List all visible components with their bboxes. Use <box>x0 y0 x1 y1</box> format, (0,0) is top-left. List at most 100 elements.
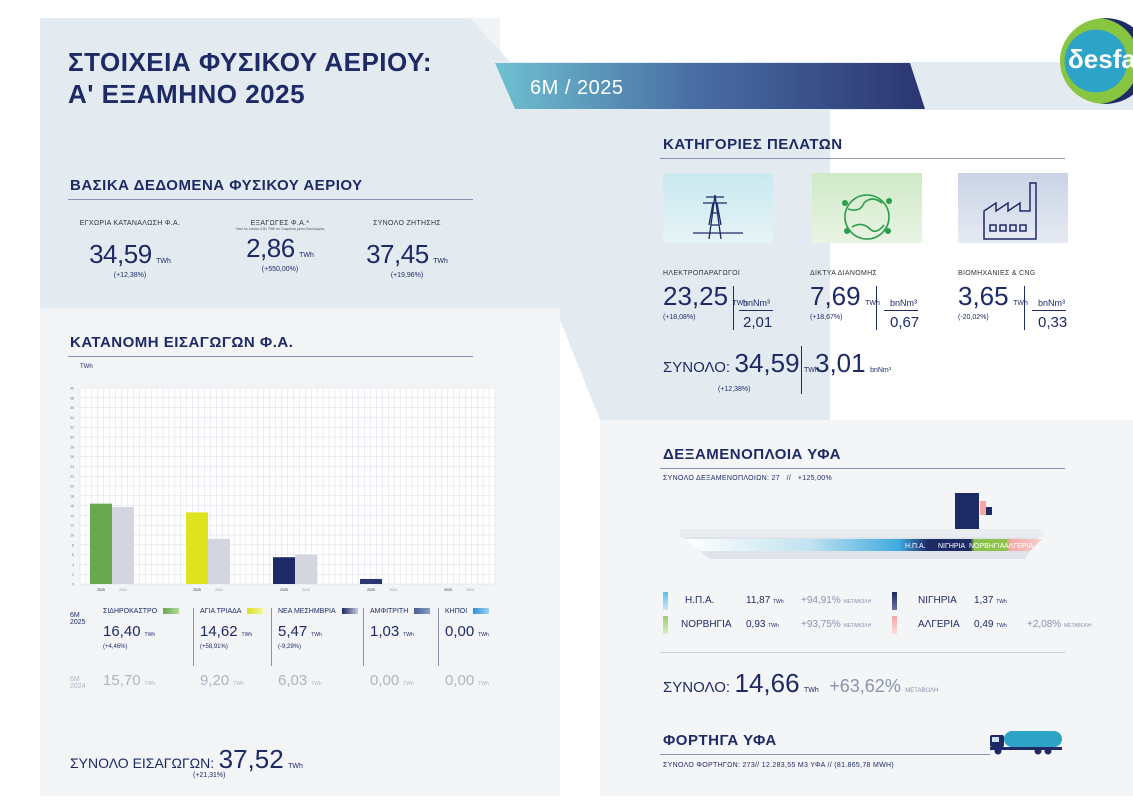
chart-y-tick-label: 38 <box>70 396 74 400</box>
customer-change: (-20,02%) <box>958 314 989 321</box>
import-value-2025: 14,62 TWh <box>200 623 253 640</box>
customer-label: ΒΙΟΜΗΧΑΝΙΕΣ & CNG <box>958 270 1036 277</box>
import-change: (+58,91%) <box>200 644 228 650</box>
lng-change: +2,08% ΜΕΤΑΒΟΛΗ <box>1027 619 1092 630</box>
customers-total-bnm: 3,01 bnNm³ <box>815 348 891 379</box>
lng-item-algeria: ΑΛΓΕΡΙΑ 0,49 TWh +2,08% ΜΕΤΑΒΟΛΗ <box>892 616 1112 636</box>
customers-total-value: 34,59 <box>734 348 800 378</box>
chart-bar-2025 <box>360 578 382 584</box>
import-point-name: ΑΜΦΙΤΡΙΤΗ <box>370 608 440 615</box>
import-change: (+4,46%) <box>103 644 128 650</box>
basic-unit: TWh <box>156 258 171 265</box>
customer-item-distribution: ΔΙΚΤΥΑ ΔΙΑΝΟΜΗΣ 7,69 TWh (+18,67%) bnNm³… <box>810 270 930 331</box>
basic-label: ΕΞΑΓΩΓΕΣ Φ.Α.* <box>250 220 310 227</box>
import-unit: TWh <box>403 681 414 687</box>
lng-color-swatch <box>663 592 668 610</box>
customer-bnm-rule <box>1032 310 1066 311</box>
imports-row-label-2025: 6M 2025 <box>70 612 86 626</box>
basic-item-exports: ΕΞΑΓΩΓΕΣ Φ.Α.* *από τις οποίες 0,81 TWh … <box>225 220 335 273</box>
lng-subtitle: ΣΥΝΟΛΟ ΔΕΞΑΜΕΝΟΠΛΟΙΩΝ: 27 // +125,00% <box>663 475 832 482</box>
customer-divider <box>876 286 877 330</box>
import-unit: TWh <box>144 681 156 687</box>
import-unit: TWh <box>311 632 322 638</box>
customer-item-industry: ΒΙΟΜΗΧΑΝΙΕΣ & CNG 3,65 TWh (-20,02%) bnN… <box>958 270 1078 331</box>
import-value-2025: 0,00 TWh <box>445 623 489 640</box>
chart-bar-2024 <box>295 554 317 584</box>
import-column-divider <box>271 608 272 666</box>
chart-bar-2025 <box>90 503 112 584</box>
basic-item-consumption: ΕΓΧΩΡΙΑ ΚΑΤΑΝΑΛΩΣΗ Φ.Α. 34,59 TWh (+12,3… <box>75 220 185 279</box>
customers-section-title: ΚΑΤΗΓΟΡΙΕΣ ΠΕΛΑΤΩΝ <box>663 136 843 153</box>
lng-value: 0,49 TWh <box>974 619 1007 630</box>
chart-x-tick-year-2025: 2025 <box>193 588 201 592</box>
lng-total-top-rule <box>660 652 1065 653</box>
customers-total-label: ΣΥΝΟΛΟ: <box>663 359 731 376</box>
chart-x-tick-year-2024: 2024 <box>215 588 223 592</box>
chart-y-tick-label: 6 <box>72 553 74 557</box>
import-point-column: ΣΙΔΗΡΟΚΑΣΤΡΟ 16,40 TWh (+4,46%) 15,70 TWh <box>103 608 183 693</box>
customer-unit: TWh <box>865 300 880 307</box>
chart-y-tick-label: 14 <box>70 514 74 518</box>
import-value-2024: 0,00 TWh <box>370 672 414 689</box>
import-column-divider <box>193 608 194 666</box>
customer-bnm-unit: bnNm³ <box>743 298 771 308</box>
import-unit: TWh <box>233 681 244 687</box>
import-unit: TWh <box>478 681 489 687</box>
import-column-divider <box>438 608 439 666</box>
import-unit: TWh <box>403 632 414 638</box>
import-point-swatch <box>414 608 431 615</box>
lng-total-value: 14,66 <box>734 668 800 698</box>
trucks-section-rule <box>660 754 990 755</box>
import-point-name: ΚΗΠΟΙ <box>445 608 505 615</box>
customer-change: (+18,67%) <box>810 314 843 321</box>
basic-value: 34,59 <box>89 239 152 269</box>
chart-x-tick-year-2024: 2024 <box>466 588 474 592</box>
page-title-line1: ΣΤΟΙΧΕΙΑ ΦΥΣΙΚΟΥ ΑΕΡΙΟΥ: <box>68 47 433 77</box>
page-title: ΣΤΟΙΧΕΙΑ ΦΥΣΙΚΟΥ ΑΕΡΙΟΥ: Α' ΕΞΑΜΗΝΟ 2025 <box>68 46 432 110</box>
chart-y-tick-label: 40 <box>70 387 74 391</box>
lng-value-number: 11,87 <box>746 595 771 606</box>
import-point-name: ΝΕΑ ΜΕΣΗΜΒΡΙΑ <box>278 608 363 615</box>
import-value-2025: 5,47 TWh <box>278 623 322 640</box>
lng-value-number: 0,93 <box>746 619 766 630</box>
chart-y-tick-label: 24 <box>70 465 74 469</box>
import-unit: TWh <box>311 681 322 687</box>
lng-change-value: +94,91% <box>801 595 841 606</box>
basic-change: (+19,96%) <box>390 272 424 279</box>
globe-network-icon <box>812 173 922 243</box>
chart-x-tick-year-2024: 2024 <box>302 588 310 592</box>
customer-unit: TWh <box>1013 300 1028 307</box>
import-point-column: ΑΓΙΑ ΤΡΙΑΔΑ 14,62 TWh (+58,91%) 9,20 TWh <box>193 608 280 693</box>
chart-x-tick-year-2025: 2025 <box>97 588 105 592</box>
import-unit: TWh <box>478 632 489 638</box>
import-value-2024: 9,20 TWh <box>200 672 244 689</box>
customer-label: ΗΛΕΚΤΡΟΠΑΡΑΓΩΓΟΙ <box>663 270 741 277</box>
import-unit: TWh <box>144 632 156 638</box>
basic-label: ΕΓΧΩΡΙΑ ΚΑΤΑΝΑΛΩΣΗ Φ.Α. <box>79 220 181 227</box>
import-point-swatch <box>247 608 264 615</box>
customers-total: ΣΥΝΟΛΟ: 34,59 TWh <box>663 348 819 379</box>
basic-section-rule <box>68 199 473 200</box>
import-point-swatch <box>473 608 490 615</box>
imports-section-rule <box>68 356 473 357</box>
lng-item-nigeria: ΝΙΓΗΡΙΑ 1,37 TWh <box>892 592 1092 612</box>
lng-section-title: ΔΕΞΑΜΕΝΟΠΛΟΙΑ ΥΦΑ <box>663 446 841 463</box>
import-point-name: ΣΙΔΗΡΟΚΑΣΤΡΟ <box>103 608 183 615</box>
lng-item-usa: Η.Π.Α. 11,87 TWh +94,91% ΜΕΤΑΒΟΛΗ <box>663 592 883 612</box>
lng-total-label: ΣΥΝΟΛΟ: <box>663 679 731 696</box>
import-value-2025: 1,03 TWh <box>370 623 414 640</box>
chart-y-tick-label: 4 <box>72 563 74 567</box>
chart-bar-2025 <box>273 557 295 584</box>
customer-label: ΔΙΚΤΥΑ ΔΙΑΝΟΜΗΣ <box>810 270 878 277</box>
imports-section-title: ΚΑΤΑΝΟΜΗ ΕΙΣΑΓΩΓΩΝ Φ.Α. <box>70 334 294 351</box>
lng-country: ΑΛΓΕΡΙΑ <box>918 619 960 630</box>
lng-ship-label-usa: Η.Π.Α. <box>905 543 926 550</box>
lng-country: ΝΙΓΗΡΙΑ <box>918 595 957 606</box>
imports-row-label-2024: 6M 2024 <box>70 676 86 690</box>
lng-country: ΝΟΡΒΗΓΙΑ <box>681 619 732 630</box>
customer-bnm-rule <box>884 310 918 311</box>
chart-y-tick-label: 36 <box>70 406 74 410</box>
lng-color-swatch <box>663 616 668 634</box>
chart-y-tick-label: 22 <box>70 475 74 479</box>
basic-change: (+12,38%) <box>113 272 147 279</box>
